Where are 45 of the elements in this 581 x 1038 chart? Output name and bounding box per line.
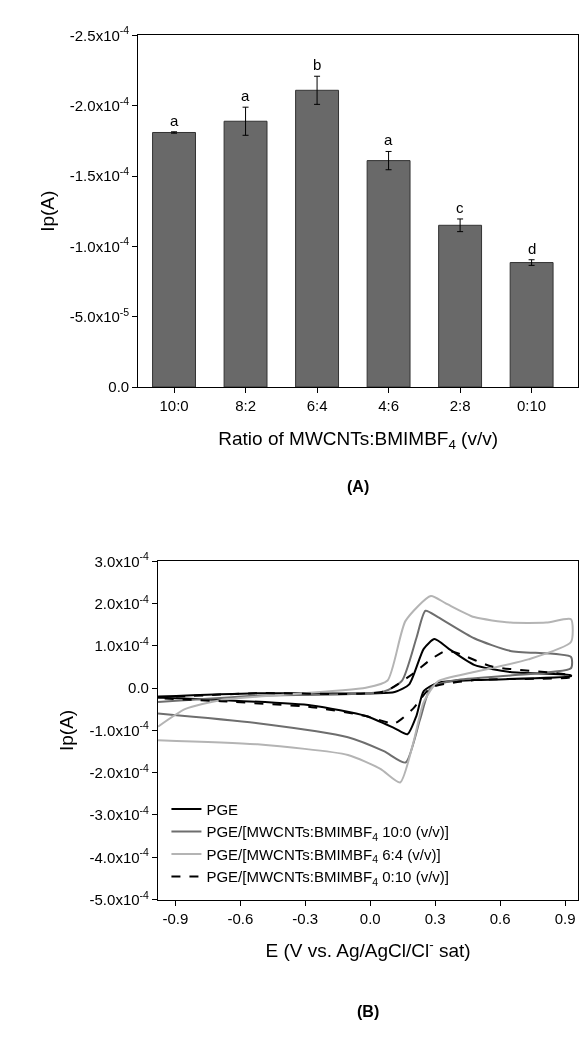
legend-label: PGE [206,800,239,818]
annotation: a [384,131,393,148]
y-axis-title: Ip(A) [36,190,58,232]
y-tick-label: 2.0x10$^{-4}$ [94,592,150,612]
y-tick-label: -1.0x10$^{-4}$ [69,235,130,255]
x-tick-label: 0.9 [554,909,576,927]
y-tick-label: -4.0x10$^{-4}$ [89,846,150,866]
x-axis-title: E (V vs. Ag/AgCl/Cl$^{-}$ sat) [265,937,471,962]
annotation: a [170,112,179,129]
x-tick-label: -0.6 [227,909,254,927]
y-tick-label: 0.0 [128,679,149,697]
annotation: b [313,56,322,73]
x-tick-label: 10:0 [159,397,189,415]
y-tick-label: 0.0 [108,378,130,396]
y-tick-label: -1.5x10$^{-4}$ [69,165,130,185]
y-tick-label: -5.0x10$^{-5}$ [69,305,130,325]
x-tick-label: -0.9 [162,909,189,927]
x-tick-label: 0.3 [424,909,446,927]
x-tick-label: 2:8 [449,397,471,415]
x-axis-title: Ratio of MWCNTs:BMIMBF$_{4}$ (v/v) [218,427,499,452]
legend-label: PGE/[MWCNTs:BMIMBF$_{4}$ 0:10 (v/v)] [206,868,449,888]
x-tick-label: 4:6 [378,397,400,415]
x-tick-label: -0.3 [292,909,319,927]
y-tick-label: -2.5x10$^{-4}$ [69,24,130,44]
y-tick-label: -2.0x10$^{-4}$ [89,761,150,781]
text: (A) [347,478,370,495]
y-tick-label: 1.0x10$^{-4}$ [94,634,150,655]
y-axis-title: Ip(A) [56,709,78,752]
annotation: d [528,240,537,257]
line-series [158,609,573,764]
annotation: a [241,87,250,104]
x-tick-label: 0.6 [489,909,511,927]
legend-label: PGE/[MWCNTs:BMIMBF$_{4}$ 6:4 (v/v)] [206,845,441,866]
x-tick-label: 0.0 [359,909,381,927]
text: (B) [357,1003,380,1020]
x-tick-label: 6:4 [306,397,328,415]
x-tick-label: 0:10 [517,397,547,415]
annotation: c [456,199,464,216]
y-tick-label: 3.0x10$^{-4}$ [94,550,150,570]
x-tick-label: 8:2 [235,397,256,415]
y-tick-label: -5.0x10$^{-4}$ [89,888,150,908]
y-tick-label: -3.0x10$^{-4}$ [89,803,150,824]
y-tick-label: -2.0x10$^{-4}$ [69,94,130,115]
y-tick-label: -1.0x10$^{-4}$ [89,719,150,739]
legend-label: PGE/[MWCNTs:BMIMBF$_{4}$ 10:0 (v/v)] [206,823,449,843]
